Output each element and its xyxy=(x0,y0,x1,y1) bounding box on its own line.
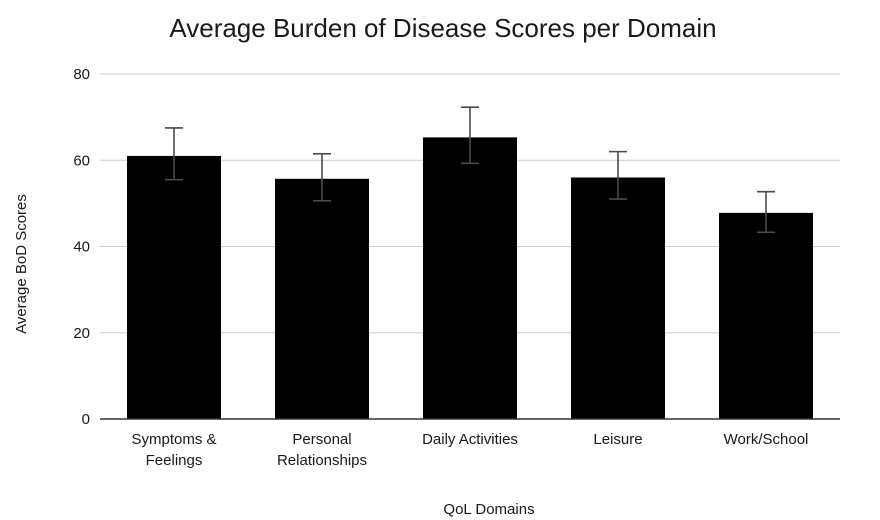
error-bars xyxy=(165,106,775,234)
bar xyxy=(571,177,665,419)
y-tick-label: 40 xyxy=(73,239,90,256)
bar xyxy=(275,178,369,419)
x-axis-title: QoL Domains xyxy=(443,501,534,518)
error-bar xyxy=(313,152,331,202)
x-tick-label: Personal Relationships xyxy=(277,431,367,469)
bars xyxy=(127,137,813,420)
chart-title: Average Burden of Disease Scores per Dom… xyxy=(169,13,716,43)
error-bar xyxy=(461,106,479,165)
y-tick-label: 80 xyxy=(73,66,90,83)
bar xyxy=(127,155,221,419)
x-tick-label: Leisure xyxy=(593,431,642,448)
error-bar xyxy=(609,150,627,200)
error-bar xyxy=(165,127,183,181)
y-axis-ticks: 0 20 40 60 80 xyxy=(73,66,90,428)
x-tick-label: Daily Activities xyxy=(422,431,518,448)
y-tick-label: 60 xyxy=(73,152,90,169)
y-tick-label: 20 xyxy=(73,325,90,342)
error-bar xyxy=(757,190,775,234)
x-axis-category-labels: Symptoms & Feelings Personal Relationships D… xyxy=(131,431,808,469)
y-axis-title: Average BoD Scores xyxy=(13,194,30,334)
x-tick-label: Symptoms & Feelings xyxy=(131,431,216,469)
bar xyxy=(423,137,517,420)
bar xyxy=(719,212,813,419)
y-tick-label: 0 xyxy=(82,411,90,428)
x-tick-label: Work/School xyxy=(724,431,809,448)
